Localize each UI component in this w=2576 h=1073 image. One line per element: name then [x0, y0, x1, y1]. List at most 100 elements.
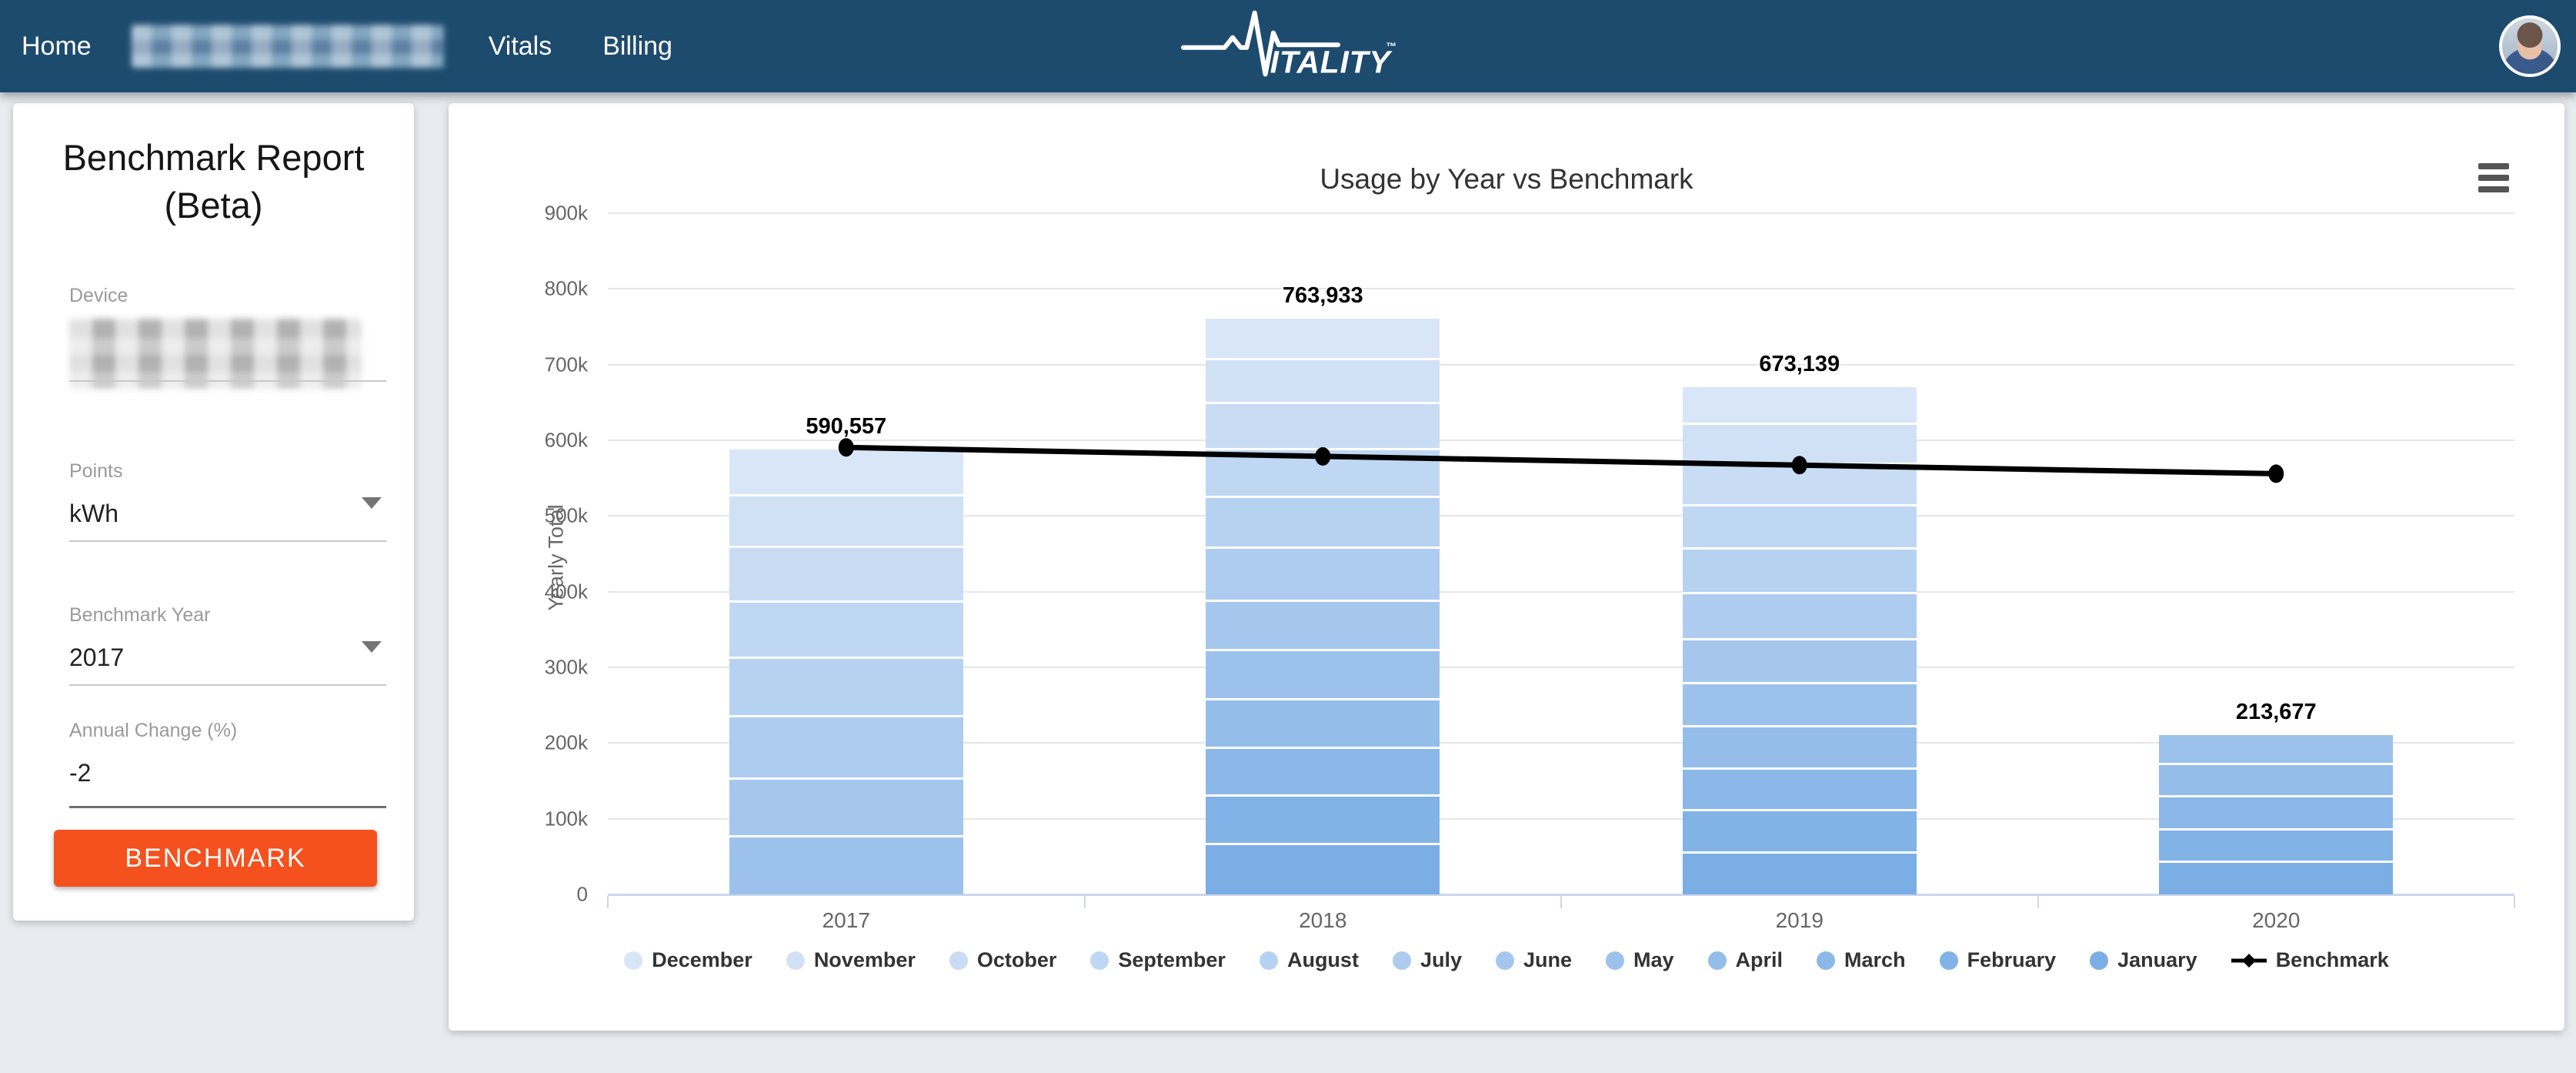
benchmark-year-select[interactable]: 2017 — [69, 643, 125, 671]
bar-segment-2018-june[interactable] — [1206, 599, 1440, 650]
x-axis-tick — [607, 896, 609, 908]
nav-item-billing[interactable]: Billing — [602, 31, 672, 61]
legend-marker-icon — [1259, 951, 1278, 970]
bar-segment-2017-october[interactable] — [729, 546, 963, 600]
legend-marker-icon — [949, 951, 968, 970]
user-avatar[interactable] — [2499, 15, 2561, 77]
bar-segment-2018-september[interactable] — [1206, 447, 1440, 496]
heartbeat-line-icon — [1180, 10, 1341, 77]
bar-segment-2019-december[interactable] — [1682, 385, 1917, 423]
legend-item-october[interactable]: October — [949, 948, 1057, 972]
bar-segment-2018-january[interactable] — [1206, 843, 1440, 894]
plot-area: Yearly Total 0 100k 200k 300k 400k 500k 600k 70… — [545, 202, 2515, 932]
bar-segment-2018-december[interactable] — [1206, 316, 1440, 358]
logo-trademark: ™ — [1386, 40, 1396, 52]
legend-marker-icon — [1939, 951, 1958, 970]
bar-segment-2018-august[interactable] — [1206, 495, 1440, 547]
bar-segment-2020-february[interactable] — [2159, 827, 2394, 861]
bar-segment-2018-july[interactable] — [1206, 546, 1440, 600]
bar-segment-2017-august[interactable] — [729, 656, 963, 716]
benchmark-year-label: Benchmark Year — [69, 604, 211, 626]
logo-text: ITALITY — [1270, 45, 1393, 80]
device-value-redacted[interactable] — [69, 318, 362, 389]
legend-item-august[interactable]: August — [1259, 948, 1359, 972]
y-tick-label: 900k — [544, 201, 588, 225]
device-field: Device — [69, 285, 386, 389]
bar-segment-2019-july[interactable] — [1682, 591, 1917, 638]
legend-label: June — [1523, 948, 1572, 971]
bar-segment-2017-december[interactable] — [729, 447, 963, 495]
legend-item-december[interactable]: December — [624, 948, 752, 972]
y-tick-label: 400k — [544, 580, 588, 603]
legend-item-may[interactable]: May — [1606, 948, 1674, 972]
benchmark-report-panel: Benchmark Report (Beta) Device Points kW… — [13, 103, 414, 921]
benchmark-point-2020[interactable] — [2268, 464, 2284, 483]
legend-item-february[interactable]: February — [1939, 948, 2056, 972]
legend-item-march[interactable]: March — [1817, 948, 1906, 972]
points-select[interactable]: kWh — [69, 500, 118, 527]
page-title: Benchmark Report (Beta) — [62, 137, 365, 226]
bar-segment-2019-may[interactable] — [1682, 681, 1917, 725]
bar-segment-2018-april[interactable] — [1206, 698, 1440, 747]
chart-title: Usage by Year vs Benchmark — [1320, 163, 1693, 195]
gridline — [608, 667, 2514, 668]
bar-segment-2017-september[interactable] — [729, 600, 963, 657]
legend-item-january[interactable]: January — [2090, 948, 2197, 972]
bar-segment-2019-april[interactable] — [1682, 724, 1917, 767]
nav-item-redacted[interactable] — [131, 25, 444, 68]
legend-marker-icon — [1707, 951, 1727, 970]
bar-segment-2018-march[interactable] — [1206, 747, 1440, 795]
bar-segment-2019-january[interactable] — [1682, 851, 1917, 894]
bar-segment-2017-november[interactable] — [729, 494, 963, 547]
x-axis-tick — [1560, 896, 1562, 908]
x-tick-label-2020: 2020 — [2252, 908, 2301, 932]
gridline — [608, 742, 2514, 744]
nav-item-vitals[interactable]: Vitals — [488, 31, 552, 61]
bar-segment-2017-may[interactable] — [729, 834, 963, 894]
bar-segment-2020-april[interactable] — [2159, 763, 2394, 795]
bar-segment-2019-june[interactable] — [1682, 637, 1917, 682]
bar-segment-2018-may[interactable] — [1206, 649, 1440, 699]
gridline — [608, 212, 2514, 214]
bar-segment-2019-august[interactable] — [1682, 547, 1917, 592]
bar-segment-2017-july[interactable] — [729, 715, 963, 778]
gridline — [608, 817, 2514, 820]
y-tick-label: 200k — [544, 730, 588, 754]
bar-segment-2020-january[interactable] — [2159, 861, 2394, 894]
bar-segment-2019-february[interactable] — [1682, 808, 1917, 851]
legend-label: Benchmark — [2275, 948, 2389, 971]
benchmark-button[interactable]: BENCHMARK — [54, 830, 377, 887]
legend-marker-icon — [624, 951, 643, 970]
bar-segment-2017-june[interactable] — [729, 777, 963, 835]
bar-total-label-2019: 673,139 — [1759, 352, 1840, 377]
legend-item-june[interactable]: June — [1495, 948, 1572, 972]
x-axis-line — [608, 894, 2514, 896]
legend-item-november[interactable]: November — [786, 948, 916, 972]
bar-segment-2019-september[interactable] — [1682, 504, 1917, 547]
legend-item-september[interactable]: September — [1090, 948, 1226, 972]
legend-label: October — [976, 948, 1057, 971]
bar-segment-2019-november[interactable] — [1682, 423, 1917, 463]
vitality-logo: ITALITY ™ — [1180, 10, 1396, 80]
chart-context-menu-icon[interactable] — [2478, 163, 2509, 192]
bar-segment-2020-may[interactable] — [2159, 732, 2394, 764]
bar-segment-2018-october[interactable] — [1206, 401, 1440, 448]
bar-segment-2019-october[interactable] — [1682, 463, 1917, 505]
legend-item-april[interactable]: April — [1707, 948, 1783, 972]
bar-segment-2018-february[interactable] — [1206, 794, 1440, 844]
bar-segment-2019-march[interactable] — [1682, 767, 1917, 809]
legend-item-benchmark[interactable]: Benchmark — [2231, 948, 2389, 972]
nav-item-home[interactable]: Home — [22, 31, 92, 61]
points-dropdown-arrow-icon[interactable] — [362, 497, 382, 509]
points-field: Points kWh — [69, 460, 386, 542]
legend-label: July — [1420, 948, 1462, 971]
bar-total-label-2017: 590,557 — [806, 414, 887, 440]
legend-item-july[interactable]: July — [1392, 948, 1462, 972]
bar-segment-2020-march[interactable] — [2159, 794, 2394, 828]
y-tick-label: 700k — [544, 353, 588, 376]
device-label: Device — [69, 285, 128, 306]
annual-change-input[interactable]: -2 — [69, 759, 92, 787]
legend-marker-icon — [2090, 951, 2109, 970]
bar-segment-2018-november[interactable] — [1206, 357, 1440, 402]
benchmark-year-dropdown-arrow-icon[interactable] — [362, 641, 382, 653]
